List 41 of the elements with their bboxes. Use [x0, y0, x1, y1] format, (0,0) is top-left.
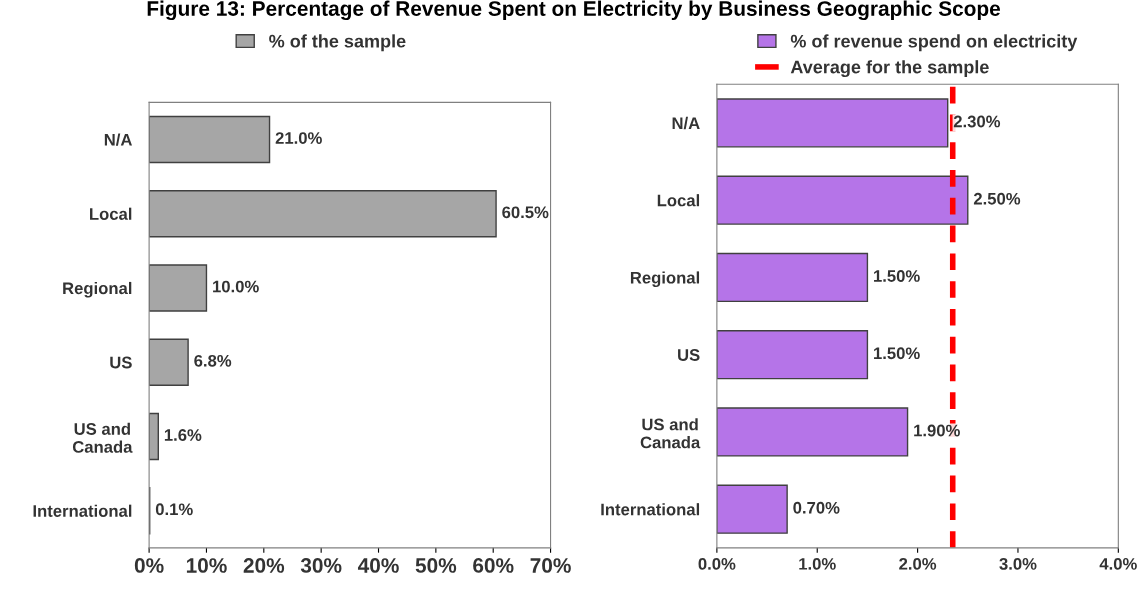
y-tick-label: US and Canada — [72, 422, 133, 453]
x-tick-label: 0% — [134, 558, 164, 573]
legend-label: Average for the sample — [790, 60, 989, 78]
y-tick-label: N/A — [672, 116, 700, 130]
data-label: 1.90% — [914, 424, 960, 437]
y-tick-label: Local — [90, 207, 132, 220]
x-tick-label: 50% — [415, 558, 457, 573]
x-tick-label: 1.0% — [799, 557, 836, 570]
data-label: 21.0% — [275, 132, 322, 144]
data-label: 10.0% — [213, 280, 259, 293]
data-label: 2.50% — [973, 192, 1021, 205]
legend-label: % of revenue spend on electricity — [790, 34, 1078, 52]
y-tick-label: International — [33, 504, 132, 517]
y-tick-label: Local — [657, 194, 700, 207]
x-tick-label: 40% — [357, 558, 399, 573]
data-label: 1.50% — [874, 270, 920, 282]
y-tick-label: US — [110, 356, 132, 369]
y-tick-label: Regional — [63, 281, 132, 298]
x-tick-label: 20% — [243, 558, 285, 573]
x-tick-label: 3.0% — [999, 557, 1037, 570]
y-tick-label: US and Canada — [640, 418, 701, 449]
data-label: 6.8% — [194, 354, 232, 367]
legend-label: % of the sample — [269, 34, 406, 52]
data-label: 2.30% — [953, 115, 1001, 128]
data-label: 0.70% — [793, 501, 840, 514]
y-tick-label: International — [601, 503, 700, 516]
data-label: 1.50% — [874, 347, 920, 360]
x-tick-label: 70% — [530, 558, 571, 573]
y-tick-label: US — [678, 349, 700, 361]
x-tick-label: 60% — [473, 558, 514, 573]
x-tick-label: 0.0% — [698, 557, 736, 570]
data-label: 60.5% — [502, 206, 549, 219]
x-tick-label: 30% — [300, 558, 342, 573]
x-tick-label: 10% — [186, 558, 227, 573]
data-label: 0.1% — [155, 503, 193, 516]
x-tick-label: 2.0% — [899, 557, 937, 570]
y-tick-label: Regional — [630, 271, 700, 287]
data-label: 1.6% — [164, 429, 202, 441]
y-tick-label: N/A — [104, 133, 132, 146]
chart-title: Figure 13: Percentage of Revenue Spent on Electricity by Business Geographic Scope — [147, 0, 1001, 21]
x-tick-label: 4.0% — [1099, 557, 1137, 570]
